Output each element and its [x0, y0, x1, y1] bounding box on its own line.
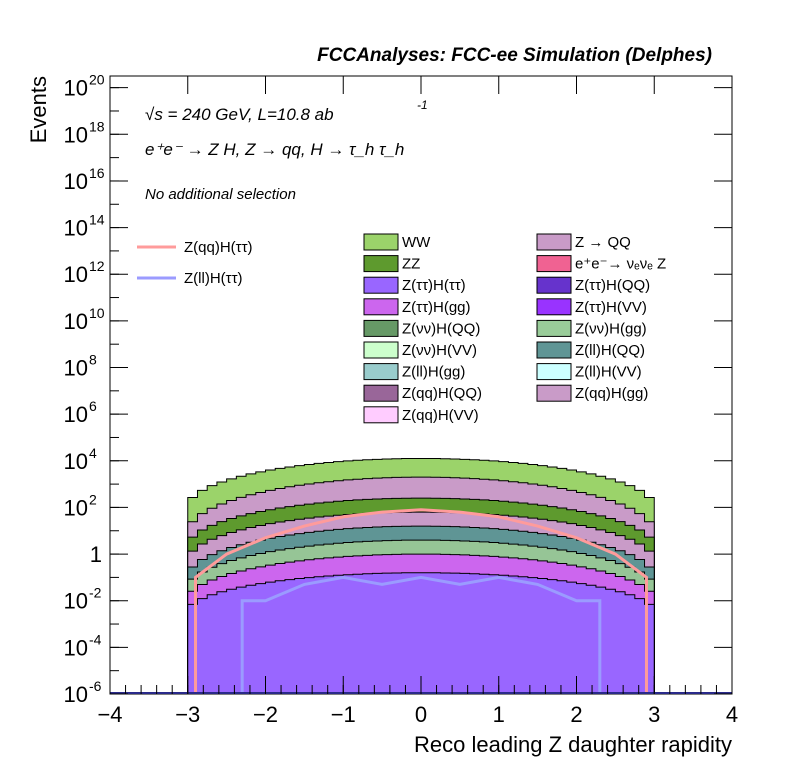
- x-tick-label: −2: [253, 702, 278, 727]
- legend-label: Z(νν)H(gg): [575, 320, 647, 337]
- legend-label: Z(νν)H(QQ): [402, 320, 480, 337]
- y-tick-exponent: 20: [89, 72, 105, 88]
- x-tick-label: 4: [726, 702, 738, 727]
- y-tick-label: 10: [64, 495, 88, 520]
- series-line-1: [240, 575, 602, 694]
- legend-label: e⁺e⁻→ νₑνₑ Z: [575, 256, 666, 273]
- y-tick-exponent: 8: [89, 352, 97, 368]
- legend-label: Z → QQ: [575, 234, 631, 251]
- y-tick-exponent: 14: [89, 212, 105, 228]
- legend-label: Z(qq)H(VV): [402, 407, 479, 424]
- legend-label: Z(ττ)H(ττ): [402, 277, 466, 294]
- legend-fill-swatch: [536, 298, 572, 316]
- legend-fill-swatch: [363, 298, 399, 316]
- y-tick-label: 10: [64, 76, 88, 101]
- x-tick-label: −1: [331, 702, 356, 727]
- legend-fill-swatch: [536, 233, 572, 251]
- y-tick-label: 10: [64, 122, 88, 147]
- legend-fill-swatch: [536, 255, 572, 273]
- x-tick-label: 0: [415, 702, 427, 727]
- y-axis-title: Events: [26, 76, 51, 143]
- y-tick-label: 10: [64, 309, 88, 334]
- legend-label: Z(ll)H(QQ): [575, 342, 645, 359]
- y-tick-exponent: 18: [89, 118, 105, 134]
- legend-fill-swatch: [536, 341, 572, 359]
- y-tick-label: 10: [64, 356, 88, 381]
- y-tick-label: 10: [64, 635, 88, 660]
- legend-fill-swatch: [363, 406, 399, 424]
- legend-label: Z(ττ)H(QQ): [575, 277, 650, 294]
- y-tick-exponent: -4: [89, 631, 102, 647]
- y-tick-label: 10: [64, 216, 88, 241]
- y-tick-exponent: 4: [89, 445, 97, 461]
- legend-fill-swatch: [363, 319, 399, 337]
- legend-label: ZZ: [402, 256, 420, 273]
- legend-label: WW: [402, 234, 431, 251]
- legend-fill-swatch: [536, 276, 572, 294]
- legend-label: Z(qq)H(gg): [575, 385, 648, 402]
- y-tick-label: 10: [64, 169, 88, 194]
- y-tick-exponent: -6: [89, 678, 102, 694]
- y-tick-label: 10: [64, 682, 88, 707]
- y-tick-label: 10: [64, 262, 88, 287]
- energy-annotation: √s = 240 GeV, L=10.8 ab: [145, 105, 334, 124]
- legend-label: Z(ττ)H(gg): [402, 299, 471, 316]
- legend-label: Z(qq)H(ττ): [184, 239, 253, 256]
- y-tick-exponent: 6: [89, 398, 97, 414]
- y-tick-exponent: 2: [89, 491, 97, 507]
- chart-header: FCCAnalyses: FCC-ee Simulation (Delphes): [317, 45, 712, 66]
- legend-fill-swatch: [363, 233, 399, 251]
- x-tick-label: 1: [493, 702, 505, 727]
- selection-annotation: No additional selection: [145, 186, 296, 203]
- legend-label: Z(ll)H(VV): [575, 364, 642, 381]
- legend-fill-swatch: [536, 384, 572, 402]
- y-tick-exponent: 12: [89, 258, 105, 274]
- legend-fill-swatch: [363, 255, 399, 273]
- legend-fill-swatch: [363, 363, 399, 381]
- y-tick-label: 10: [64, 402, 88, 427]
- legend-label: Z(ll)H(gg): [402, 364, 465, 381]
- x-axis-title: Reco leading Z daughter rapidity: [414, 732, 732, 757]
- y-tick-label: 10: [64, 589, 88, 614]
- y-tick-exponent: 16: [89, 165, 105, 181]
- y-tick-exponent: -2: [89, 585, 102, 601]
- legend-label: Z(ττ)H(VV): [575, 299, 647, 316]
- legend-label: Z(ll)H(ττ): [184, 270, 243, 287]
- stack-layer: [187, 457, 655, 695]
- y-tick-exponent: 10: [89, 305, 105, 321]
- series-line-0: [194, 508, 648, 694]
- y-tick-label: 10: [64, 449, 88, 474]
- legend-fill-swatch: [363, 384, 399, 402]
- legend-label: Z(νν)H(VV): [402, 342, 477, 359]
- stack-7: [187, 572, 655, 695]
- legend-label: Z(qq)H(QQ): [402, 385, 482, 402]
- y-tick-label: 1: [90, 542, 102, 567]
- legend-fill-swatch: [536, 319, 572, 337]
- x-tick-label: −3: [175, 702, 200, 727]
- legend-fill-swatch: [536, 363, 572, 381]
- x-tick-label: 2: [570, 702, 582, 727]
- x-tick-label: −4: [97, 702, 122, 727]
- legend-fill-swatch: [363, 341, 399, 359]
- x-tick-label: 3: [648, 702, 660, 727]
- legend: Z(qq)H(ττ) Z(ll)H(ττ) WW ZZ Z(ττ)H(ττ) Z(ττ)H…: [137, 233, 666, 424]
- legend-fill-swatch: [363, 276, 399, 294]
- energy-annotation-exponent: -1: [417, 98, 428, 112]
- process-annotation: e⁺e⁻ → Z H, Z → qq, H → τ_h τ_h: [145, 140, 404, 159]
